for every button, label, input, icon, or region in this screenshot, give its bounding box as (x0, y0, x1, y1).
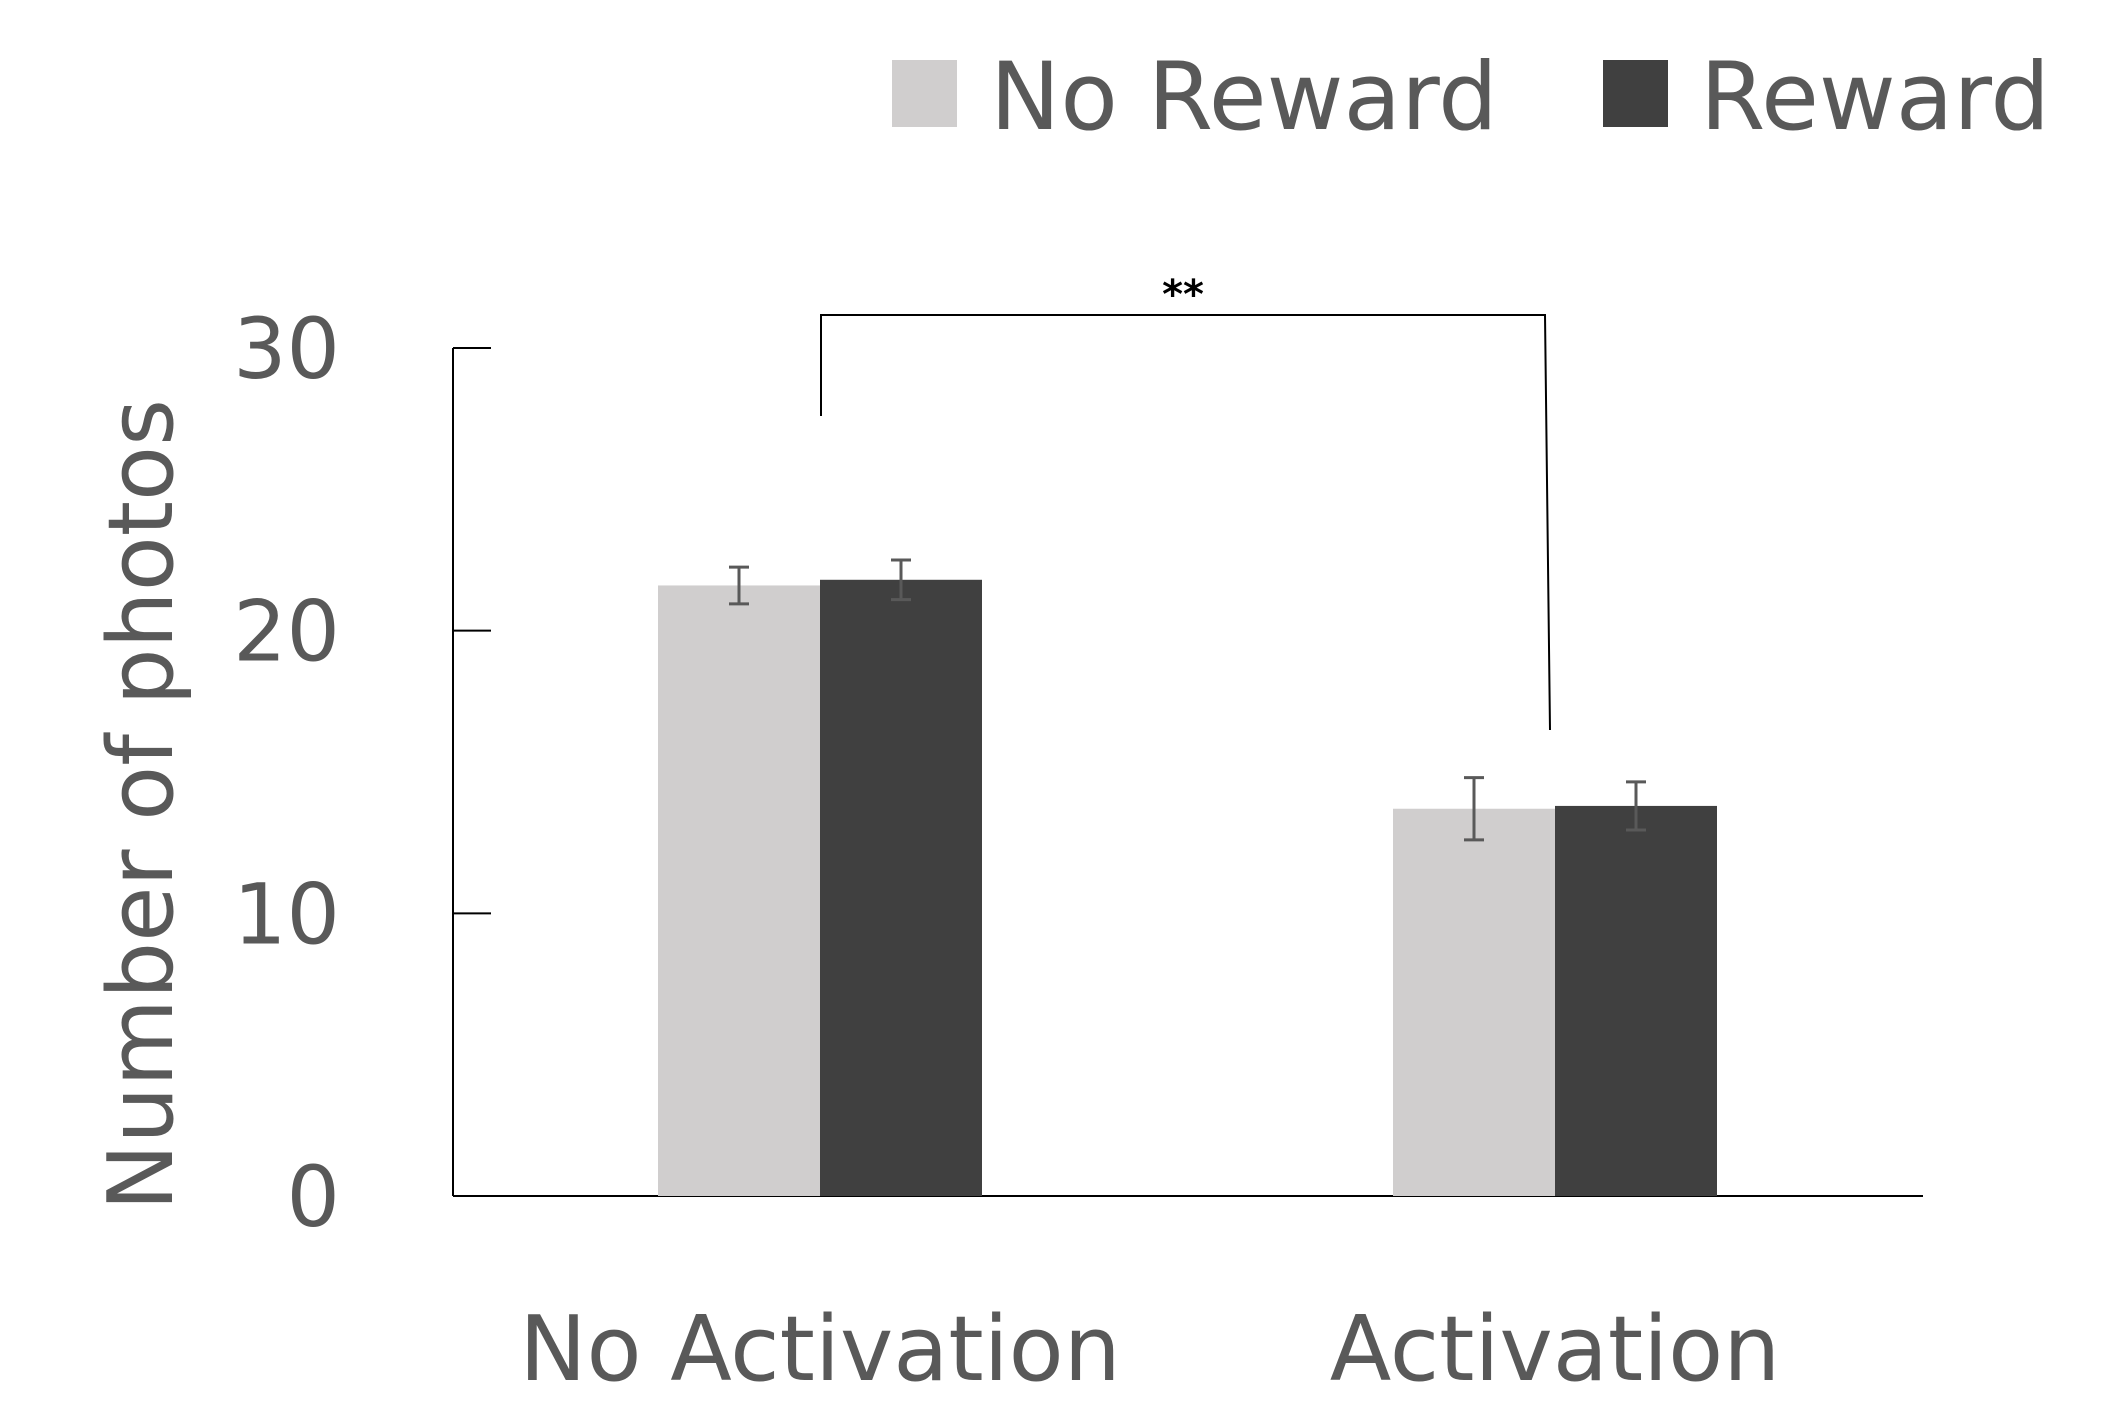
legend-label: Reward (1700, 43, 2050, 152)
significance-label: ** (1162, 272, 1204, 318)
legend: No Reward Reward (892, 43, 2050, 152)
significance-annotation: ** (820, 272, 1551, 731)
bars (658, 579, 1717, 1196)
y-axis-label: Number of photos (89, 399, 194, 1211)
error-bars (729, 558, 1646, 842)
significance-bracket (820, 314, 1551, 731)
y-tick-label: 30 (233, 300, 340, 398)
bar-reward (1555, 805, 1717, 1196)
y-tick-label: 20 (233, 583, 340, 681)
bar-no-reward (658, 585, 820, 1196)
x-category-label: No Activation (519, 1297, 1121, 1402)
bar-no-reward (1393, 808, 1555, 1196)
legend-label: No Reward (990, 43, 1498, 152)
x-category-label: Activation (1330, 1297, 1781, 1402)
category-labels: No Activation Activation (519, 1297, 1780, 1402)
legend-swatch (1603, 60, 1668, 127)
y-tick-label: 10 (233, 865, 340, 963)
legend-swatch (892, 60, 957, 127)
y-tick-label: 0 (287, 1148, 340, 1246)
y-ticks: 0 10 20 30 (233, 300, 491, 1246)
bar-reward (820, 579, 982, 1196)
